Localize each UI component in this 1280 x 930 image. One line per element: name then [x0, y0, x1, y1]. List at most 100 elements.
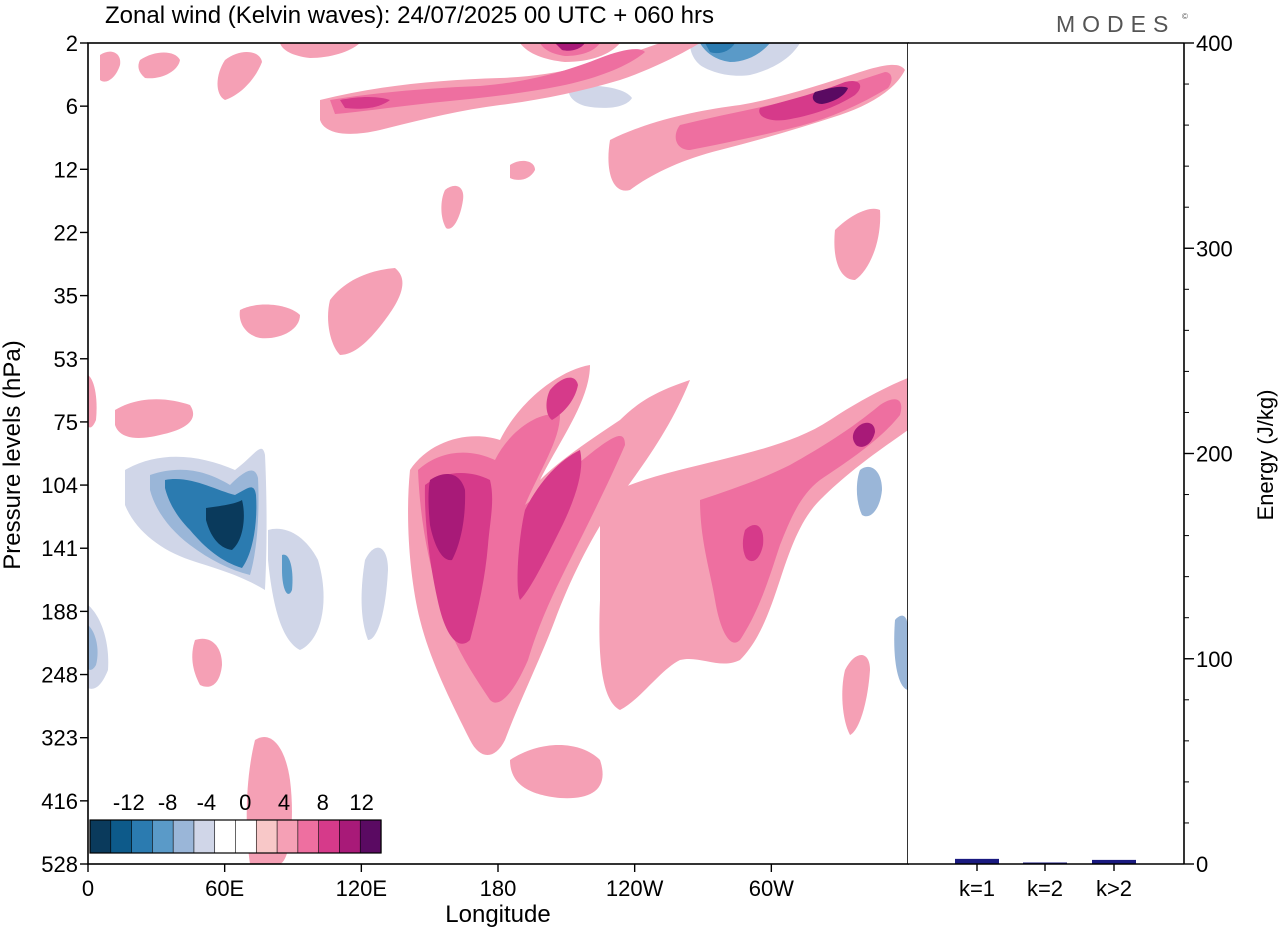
contour-region-19 — [810, 290, 908, 404]
contour-region-26 — [705, 43, 735, 54]
x-tick-label: 60W — [749, 876, 794, 901]
energy-bar-k>2 — [1092, 859, 1136, 864]
colorbar-tick-label: -4 — [197, 790, 217, 815]
colorbar-cell — [214, 819, 237, 854]
contour-region-6 — [268, 528, 324, 650]
colorbar-cell — [152, 819, 174, 854]
contour-region-18 — [700, 711, 746, 775]
contour-region-59 — [280, 43, 360, 58]
contour-region-66 — [217, 51, 262, 100]
energy-axis-label: Energy (J/kg) — [1253, 390, 1278, 521]
contour-region-31 — [160, 231, 182, 249]
contour-region-38 — [517, 450, 582, 600]
colorbar-cell — [193, 819, 216, 854]
contour-region-55 — [340, 97, 390, 109]
contour-region-28 — [830, 130, 885, 161]
y-tick-label: 416 — [41, 789, 78, 814]
contour-region-58 — [555, 43, 585, 51]
colorbar-cell — [110, 819, 133, 854]
contour-region-43 — [852, 422, 875, 447]
contour-region-17 — [894, 615, 908, 690]
contour-region-45 — [239, 304, 300, 339]
x-axis-label: Longitude — [445, 901, 550, 928]
colorbar-cell — [339, 819, 361, 854]
contour-region-42 — [742, 525, 764, 562]
contour-region-64 — [100, 51, 121, 82]
contour-region-33 — [260, 360, 470, 442]
colorbar-tick-label: -8 — [158, 790, 178, 815]
contour-region-68 — [441, 185, 464, 229]
energy-tick-label: 400 — [1196, 31, 1233, 56]
contour-region-49 — [510, 745, 603, 799]
contour-region-46 — [328, 268, 403, 355]
colorbar-tick-label: 12 — [349, 790, 373, 815]
energy-tick-label: 0 — [1196, 852, 1208, 877]
contour-region-11 — [88, 625, 98, 670]
y-tick-label: 323 — [41, 726, 78, 751]
contour-region-63 — [812, 86, 848, 104]
contour-region-29 — [88, 94, 120, 137]
y-tick-label: 6 — [66, 94, 78, 119]
energy-background — [908, 43, 1184, 864]
colorbar: -12 -8 -4 0 4 8 12 — [89, 790, 382, 854]
x-tick-label: 0 — [82, 876, 94, 901]
y-tick-label: 12 — [54, 157, 78, 182]
contour-region-37 — [428, 474, 466, 561]
x-tick-label: 120W — [606, 876, 664, 901]
y-tick-label: 75 — [54, 410, 78, 435]
contour-region-41 — [700, 399, 902, 643]
contour-region-39 — [546, 377, 578, 420]
colorbar-cell — [297, 819, 320, 854]
modes-logo: MODES — [1056, 11, 1175, 37]
contour-region-48 — [192, 638, 222, 687]
contour-region-52 — [88, 375, 97, 428]
y-tick-label: 104 — [41, 473, 78, 498]
contour-region-32 — [658, 290, 692, 308]
colorbar-cell — [89, 819, 112, 854]
energy-bar-k=1 — [955, 858, 999, 864]
contour-region-54 — [330, 49, 645, 114]
energy-tick-label: 100 — [1196, 647, 1233, 672]
contour-region-5 — [206, 500, 244, 550]
y-tick-label: 528 — [41, 852, 78, 877]
energy-tick-label: 200 — [1196, 442, 1233, 467]
contour-region-8 — [361, 547, 388, 640]
colorbar-cell — [318, 819, 341, 854]
colorbar-tick-label: -12 — [113, 790, 145, 815]
contour-region-67 — [510, 160, 535, 180]
energy-category-label: k=2 — [1027, 876, 1063, 901]
y-tick-label: 141 — [41, 536, 78, 561]
contour-region-47 — [834, 208, 881, 280]
y-tick-label: 35 — [54, 284, 78, 309]
colorbar-cell — [276, 819, 299, 854]
colorbar-tick-label: 4 — [278, 790, 290, 815]
energy-category-label: k>2 — [1096, 876, 1132, 901]
colorbar-tick-label: 0 — [239, 790, 251, 815]
energy-tick-label: 300 — [1196, 236, 1233, 261]
energy-category-label: k=1 — [959, 876, 995, 901]
colorbar-cell — [131, 819, 153, 854]
colorbar-cell — [255, 819, 278, 854]
contour-region-30 — [130, 114, 162, 146]
colorbar-cell — [172, 819, 195, 854]
x-tick-label: 120E — [336, 876, 387, 901]
colorbar-tick-label: 8 — [317, 790, 329, 815]
y-tick-label: 22 — [54, 220, 78, 245]
y-tick-label: 188 — [41, 599, 78, 624]
contour-region-65 — [138, 52, 180, 79]
contour-region-15 — [856, 466, 882, 517]
energy-panel: 0 100 200 300 400 k=1 k=2 k>2 Energy (J/kg) — [908, 31, 1278, 901]
logo-copyright-mark: © — [1182, 12, 1188, 21]
colorbar-frame — [89, 819, 382, 854]
chart-title: Zonal wind (Kelvin waves): 24/07/2025 00… — [105, 2, 714, 29]
heatmap-panel — [88, 43, 908, 864]
colorbar-cell — [235, 819, 257, 854]
contour-region-44 — [115, 399, 194, 438]
contour-region-7 — [282, 554, 293, 594]
contour-region-50 — [842, 655, 870, 735]
colorbar-cell — [359, 819, 382, 854]
y-axis-label: Pressure levels (hPa) — [0, 340, 26, 569]
x-tick-label: 180 — [480, 876, 517, 901]
y-tick-label: 2 — [66, 31, 78, 56]
